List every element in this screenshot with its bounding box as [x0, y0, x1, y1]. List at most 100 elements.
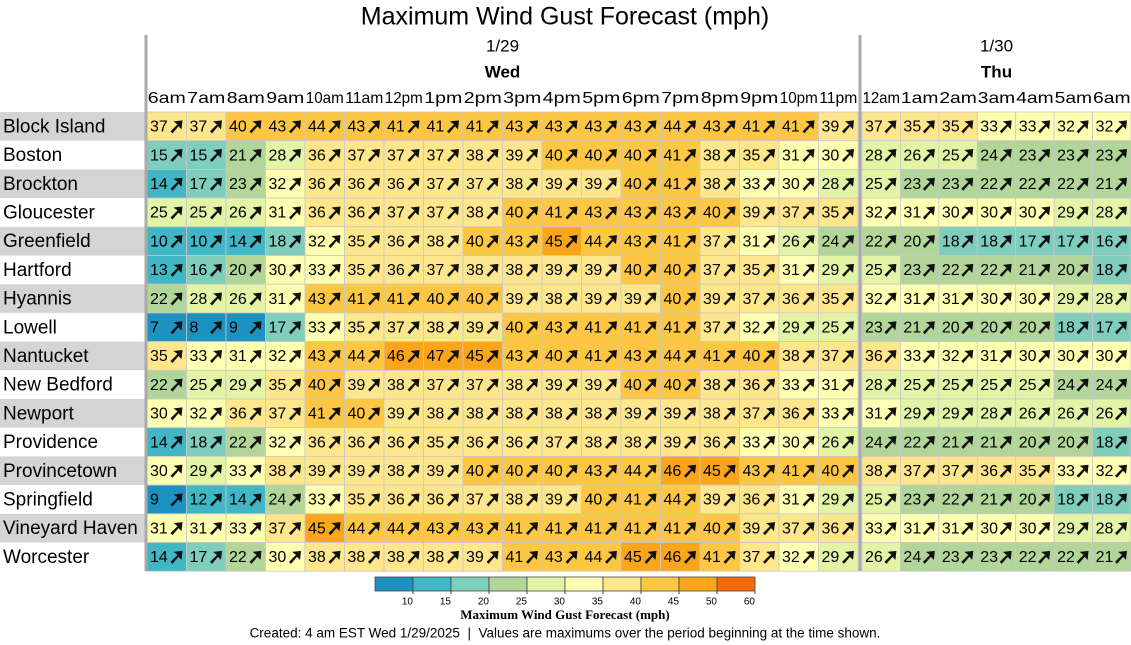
cell-value: 31: [190, 520, 208, 537]
cell-value: 26: [229, 291, 247, 308]
wind-arrow: [1115, 464, 1127, 478]
wind-arrow: [723, 206, 736, 220]
colorbar-swatch: [640, 576, 680, 592]
cell-value: 21: [903, 319, 921, 336]
cell-value: 30: [269, 262, 287, 279]
cell-value: 37: [269, 406, 287, 423]
wind-arrow: [802, 177, 815, 191]
cell-value: 40: [624, 147, 642, 164]
wind-arrow: [486, 177, 499, 191]
cell-value: 43: [585, 119, 603, 136]
cell-value: 39: [466, 549, 484, 566]
row-label: Brockton: [3, 174, 78, 195]
footer-note: Created: 4 am EST Wed 1/29/2025 | Values…: [250, 626, 881, 641]
wind-arrow: [644, 206, 657, 220]
cell-value: 38: [703, 377, 721, 394]
wind-arrow: [961, 149, 974, 163]
wind-arrow: [447, 120, 459, 134]
wind-arrow: [802, 407, 815, 421]
cell-value: 36: [782, 291, 800, 308]
cell-value: 31: [269, 291, 287, 308]
wind-arrow: [249, 149, 262, 163]
wind-arrow: [210, 177, 222, 191]
wind-arrow: [1115, 321, 1127, 335]
wind-arrow: [1115, 407, 1127, 421]
cell-value: 38: [703, 406, 721, 423]
cell-value: 44: [348, 520, 366, 537]
cell-value: 29: [822, 549, 840, 566]
hour-label: 10pm: [780, 90, 818, 107]
wind-arrow: [565, 522, 578, 536]
wind-arrow: [763, 550, 775, 564]
wind-arrow: [842, 149, 854, 163]
colorbar-tick-label: 60: [744, 597, 756, 608]
cell-value: 38: [782, 348, 800, 365]
cell-value: 35: [348, 492, 366, 509]
cell-value: 43: [743, 463, 761, 480]
cell-value: 35: [427, 434, 445, 451]
cell-value: 37: [387, 147, 405, 164]
cell-value: 30: [269, 549, 287, 566]
cell-value: 38: [466, 262, 484, 279]
wind-arrow: [684, 436, 696, 450]
row-label-bg: [0, 198, 145, 227]
wind-arrow: [565, 263, 578, 277]
hour-label: 6pm: [622, 90, 660, 107]
cell-value: 41: [664, 176, 682, 193]
wind-arrow: [210, 464, 222, 478]
cell-value: 22: [980, 176, 998, 193]
cell-value: 21: [1096, 176, 1114, 193]
cell-value: 37: [427, 205, 445, 222]
wind-arrow: [842, 436, 854, 450]
cell-value: 31: [903, 291, 921, 308]
hour-label: 8pm: [701, 90, 739, 107]
row-label-bg: [0, 226, 145, 256]
colorbar-swatch: [412, 576, 452, 592]
hour-label: 11am: [345, 90, 383, 107]
hour-label: 9pm: [740, 90, 778, 107]
wind-arrow: [605, 235, 617, 249]
wind-arrow: [328, 149, 341, 163]
row-label-bg: [0, 341, 145, 371]
cell-value: 29: [782, 319, 800, 336]
wind-arrow: [723, 235, 736, 249]
cell-value: 29: [229, 377, 247, 394]
cell-value: 31: [150, 520, 168, 537]
wind-arrow: [170, 436, 183, 450]
cell-value: 44: [348, 348, 366, 365]
cell-value: 23: [865, 319, 883, 336]
row-label: New Bedford: [3, 375, 113, 396]
wind-arrow: [486, 120, 499, 134]
wind-arrow: [605, 464, 617, 478]
wind-arrow: [447, 464, 459, 478]
cell-value: 40: [664, 291, 682, 308]
wind-arrow: [486, 407, 499, 421]
wind-arrow: [447, 149, 459, 163]
wind-arrow: [526, 263, 538, 277]
wind-arrow: [1115, 120, 1127, 134]
cell-value: 40: [624, 377, 642, 394]
cell-value: 39: [348, 463, 366, 480]
wind-arrow: [249, 522, 262, 536]
wind-arrow: [526, 235, 538, 249]
wind-arrow: [368, 292, 380, 306]
cell-value: 33: [865, 520, 883, 537]
cell-value: 43: [624, 119, 642, 136]
cell-value: 33: [903, 348, 921, 365]
cell-value: 41: [664, 520, 682, 537]
cell: [1053, 542, 1093, 572]
wind-arrow: [922, 436, 935, 450]
cell-value: 28: [980, 406, 998, 423]
cell-value: 14: [150, 434, 168, 451]
wind-arrow: [1115, 149, 1127, 163]
wind-arrow: [723, 349, 736, 363]
row-label: Greenfield: [3, 231, 91, 252]
wind-arrow: [884, 407, 897, 421]
cell-value: 39: [585, 291, 603, 308]
wind-arrow: [565, 378, 578, 392]
hour-label: 7pm: [661, 90, 699, 107]
wind-arrow: [447, 321, 459, 335]
cell-value: 43: [624, 205, 642, 222]
cell-value: 38: [427, 549, 445, 566]
wind-arrow: [605, 550, 617, 564]
